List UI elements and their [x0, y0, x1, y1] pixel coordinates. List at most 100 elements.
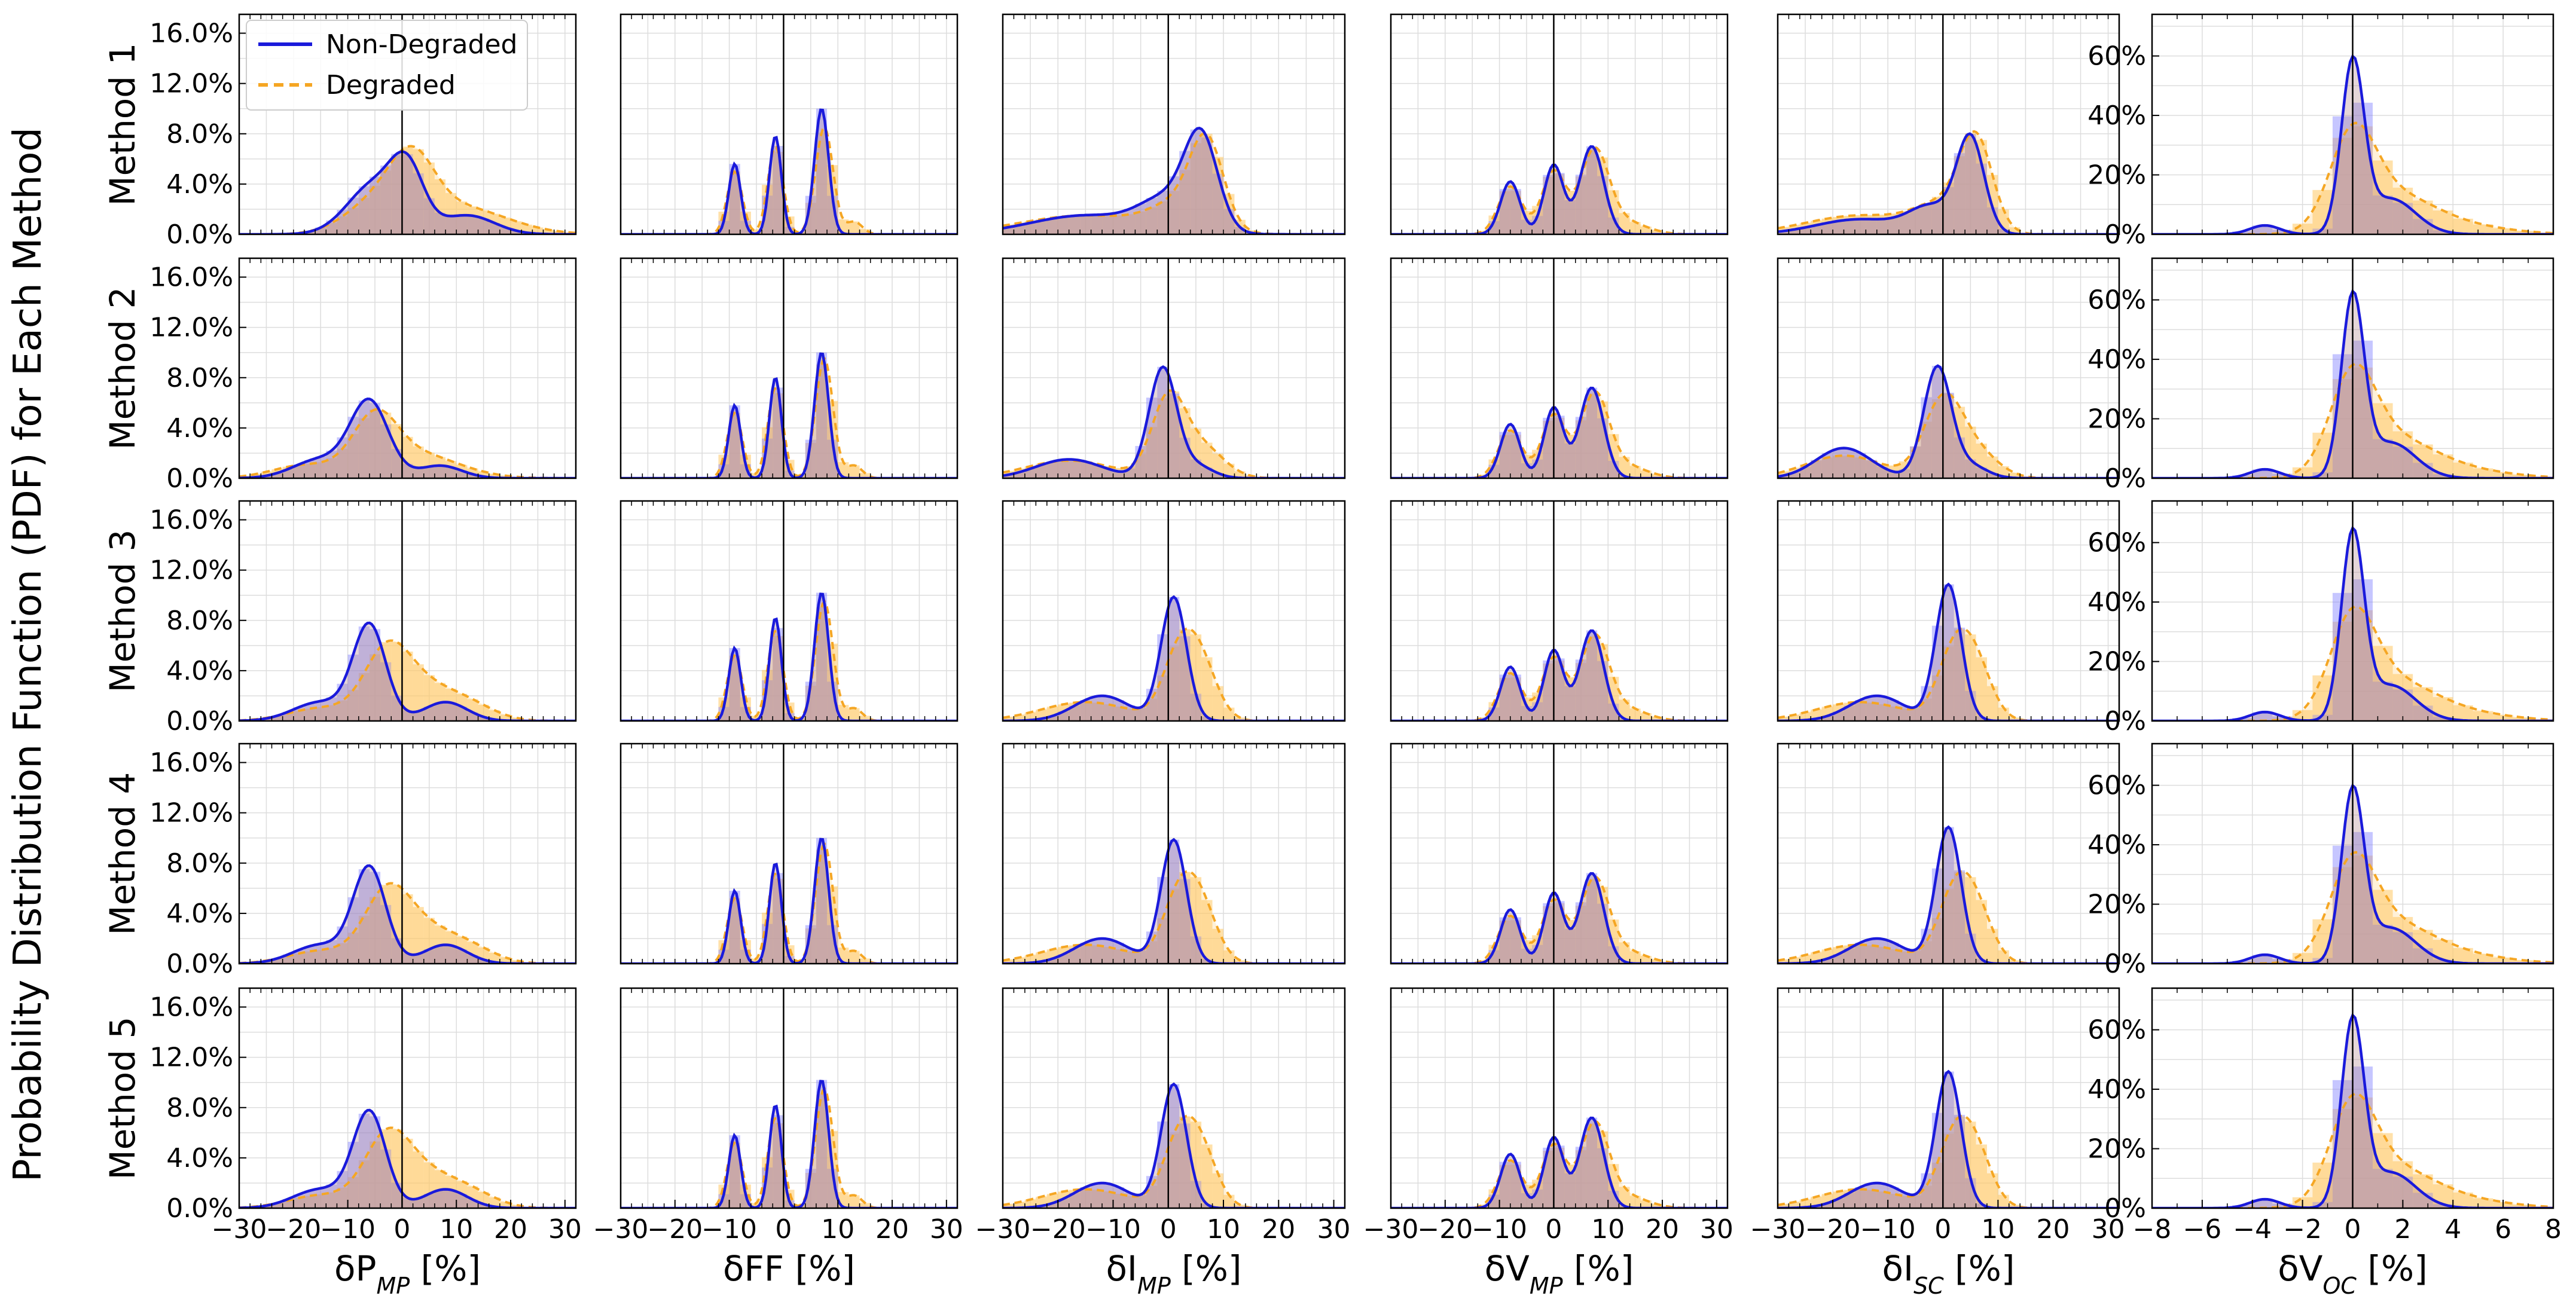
xtick-label: −10	[1085, 1214, 1141, 1245]
hist-bar-non-degraded	[1135, 1194, 1146, 1208]
hist-bar-non-degraded	[2432, 959, 2453, 964]
panel-r2-c1: 0.0% 4.0% 8.0% 12.0% 16.0%Method 2	[102, 257, 577, 494]
axes-frame	[1002, 742, 1346, 965]
hist-bar-non-degraded	[1844, 705, 1855, 721]
hist-bar-degraded	[413, 1151, 424, 1208]
xtick-label: 20	[1262, 1214, 1295, 1245]
hist-bar-non-degraded	[1553, 901, 1565, 964]
hist-bar-degraded	[816, 364, 828, 478]
hist-bar-degraded	[729, 171, 740, 234]
hist-bar-non-degraded	[478, 959, 489, 964]
hist-bar-degraded	[478, 210, 489, 234]
plot-area	[621, 352, 957, 478]
ytick-label: 12.0%	[149, 1043, 233, 1073]
hist-bar-degraded	[1597, 1131, 1609, 1208]
hist-bar-non-degraded	[1799, 227, 1811, 234]
kde-area-degraded	[1003, 133, 1345, 234]
plot-area	[1391, 386, 1727, 478]
xtick-label: 10	[439, 1214, 473, 1245]
hist-bar-non-degraded	[434, 212, 446, 234]
hist-bar-non-degraded	[1954, 153, 1965, 234]
hist-bar-non-degraded	[1069, 705, 1081, 721]
hist-bar-non-degraded	[1113, 699, 1124, 721]
hist-bar-non-degraded	[2373, 439, 2393, 478]
kde-area-non-degraded	[1003, 1084, 1345, 1208]
x-axis-label-sub: SC	[1913, 1273, 1944, 1299]
hist-bar-degraded	[337, 1187, 348, 1208]
ytick-label: 60%	[2087, 285, 2146, 316]
hist-bar-non-degraded	[1168, 393, 1180, 478]
ytick-label: 8.0%	[166, 606, 233, 636]
hist-bar-degraded	[1629, 1196, 1641, 1208]
hist-bar-non-degraded	[413, 173, 424, 234]
hist-bar-degraded	[1058, 216, 1069, 234]
axes-frame	[1390, 13, 1729, 236]
hist-bar-non-degraded	[1586, 873, 1598, 964]
hist-bar-non-degraded	[805, 439, 816, 478]
ytick-label: 8.0%	[166, 363, 233, 393]
hist-bar-degraded	[2392, 187, 2413, 234]
hist-bar-non-degraded	[1024, 222, 1036, 234]
row-label: Method 3	[102, 530, 143, 693]
hist-bar-degraded	[315, 1194, 326, 1208]
hist-bar-degraded	[1888, 707, 1899, 721]
hist-bar-degraded	[2272, 1206, 2293, 1208]
ytick-label: 20%	[2087, 404, 2146, 435]
ytick-label: 60%	[2087, 528, 2146, 558]
hist-bar-non-degraded	[1046, 716, 1058, 721]
hist-bar-degraded	[1223, 950, 1235, 964]
hist-bar-non-degraded	[434, 945, 446, 964]
hist-bar-degraded	[1102, 1191, 1113, 1208]
hist-bar-degraded	[1564, 920, 1576, 964]
hist-bar-degraded	[1113, 1194, 1124, 1208]
xtick-label: −10	[1860, 1214, 1916, 1245]
hist-bar-degraded	[1910, 1195, 1921, 1208]
hist-bar-degraded	[1921, 203, 1932, 234]
hist-bar-non-degraded	[293, 464, 304, 478]
hist-bar-non-degraded	[729, 648, 740, 721]
x-axis-label-sub: MP	[376, 1273, 410, 1299]
panel-r1-c3	[1002, 13, 1346, 236]
hist-bar-degraded	[1069, 460, 1081, 478]
plot-area	[2152, 1013, 2553, 1208]
panel-r5-c2: −30−20−10 0 10 20 30 δFF [%]	[593, 987, 963, 1289]
hist-bar-degraded	[859, 958, 871, 964]
hist-bar-degraded	[1943, 182, 1954, 234]
hist-bar-degraded	[1586, 879, 1598, 964]
hist-bar-degraded	[2272, 719, 2293, 721]
hist-bar-degraded	[315, 707, 326, 721]
hist-bar-non-degraded	[304, 460, 316, 478]
hist-bar-non-degraded	[729, 891, 740, 964]
ytick-label: 0.0%	[166, 1193, 233, 1224]
hist-bar-non-degraded	[805, 195, 816, 234]
hist-bar-degraded	[478, 471, 489, 478]
hist-bar-non-degraded	[1102, 696, 1113, 721]
hist-bar-degraded	[2453, 1192, 2473, 1208]
panel-r3-c4	[1390, 500, 1729, 722]
hist-bar-non-degraded	[2432, 230, 2453, 234]
panel-r4-c3	[1002, 742, 1346, 965]
hist-bar-degraded	[402, 146, 413, 234]
hist-bar-non-degraded	[2373, 1169, 2393, 1208]
hist-bar-degraded	[1553, 173, 1565, 234]
hist-bar-degraded	[282, 713, 294, 721]
hist-bar-degraded	[1532, 935, 1543, 964]
hist-bar-degraded	[1575, 906, 1586, 964]
hist-bar-non-degraded	[423, 1193, 435, 1208]
kde-line-non-degraded	[1778, 825, 2119, 964]
xtick-label: −20	[265, 1214, 321, 1245]
ytick-label: 0.0%	[166, 949, 233, 979]
xtick-label: 30	[1317, 1214, 1351, 1245]
hist-bar-non-degraded	[1931, 365, 1943, 478]
hist-bar-degraded	[1543, 663, 1554, 721]
hist-bar-degraded	[315, 949, 326, 964]
hist-bar-degraded	[304, 708, 316, 721]
hist-bar-non-degraded	[1844, 948, 1855, 964]
hist-bar-degraded	[2513, 1205, 2534, 1208]
kde-area-non-degraded	[1778, 827, 2119, 964]
hist-bar-degraded	[1575, 420, 1586, 478]
hist-bar-degraded	[1976, 657, 1987, 721]
ytick-label: 0%	[2104, 219, 2146, 250]
kde-area-non-degraded	[1003, 597, 1345, 721]
hist-bar-degraded	[1168, 391, 1180, 478]
